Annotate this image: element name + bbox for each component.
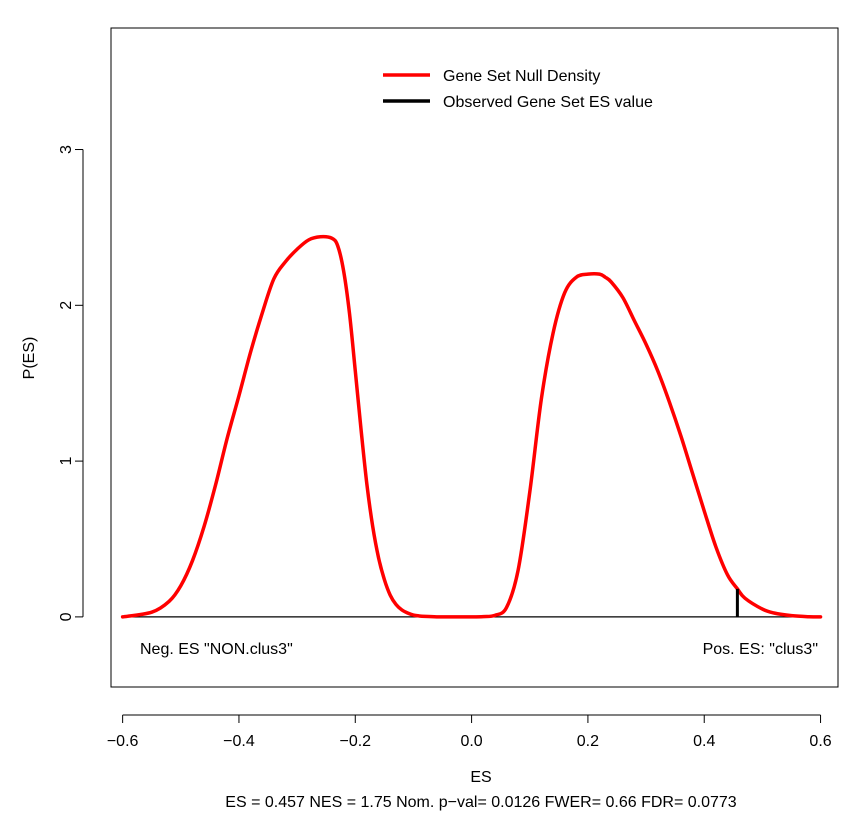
x-tick-label: 0.0 (460, 733, 482, 750)
y-axis: 0 1 2 3 (58, 145, 84, 621)
plot-frame (110, 27, 839, 688)
x-tick-label: 0.4 (693, 733, 715, 750)
neg-es-annotation: Neg. ES "NON.clus3" (140, 641, 293, 658)
pos-es-annotation: Pos. ES: "clus3" (703, 641, 818, 658)
x-axis: −0.6 −0.4 −0.2 0.0 0.2 0.4 0.6 (107, 714, 832, 750)
legend: Gene Set Null Density Observed Gene Set … (383, 68, 653, 111)
x-tick-label: 0.2 (577, 733, 599, 750)
x-tick-label: −0.6 (107, 733, 139, 750)
x-tick-label: 0.6 (809, 733, 831, 750)
series-line-null-density (120, 234, 823, 619)
y-tick-label: 3 (58, 145, 75, 154)
chart-subtitle: ES = 0.457 NES = 1.75 Nom. p−val= 0.0126… (225, 794, 737, 811)
x-axis-label: ES (470, 769, 491, 786)
y-tick-label: 0 (58, 612, 75, 621)
x-tick-label: −0.2 (339, 733, 371, 750)
legend-label-observed-es: Observed Gene Set ES value (443, 94, 653, 111)
legend-label-null-density: Gene Set Null Density (443, 68, 600, 85)
y-tick-label: 1 (58, 457, 75, 466)
y-tick-label: 2 (58, 301, 75, 310)
y-axis-label: P(ES) (21, 337, 38, 380)
x-tick-label: −0.4 (223, 733, 255, 750)
